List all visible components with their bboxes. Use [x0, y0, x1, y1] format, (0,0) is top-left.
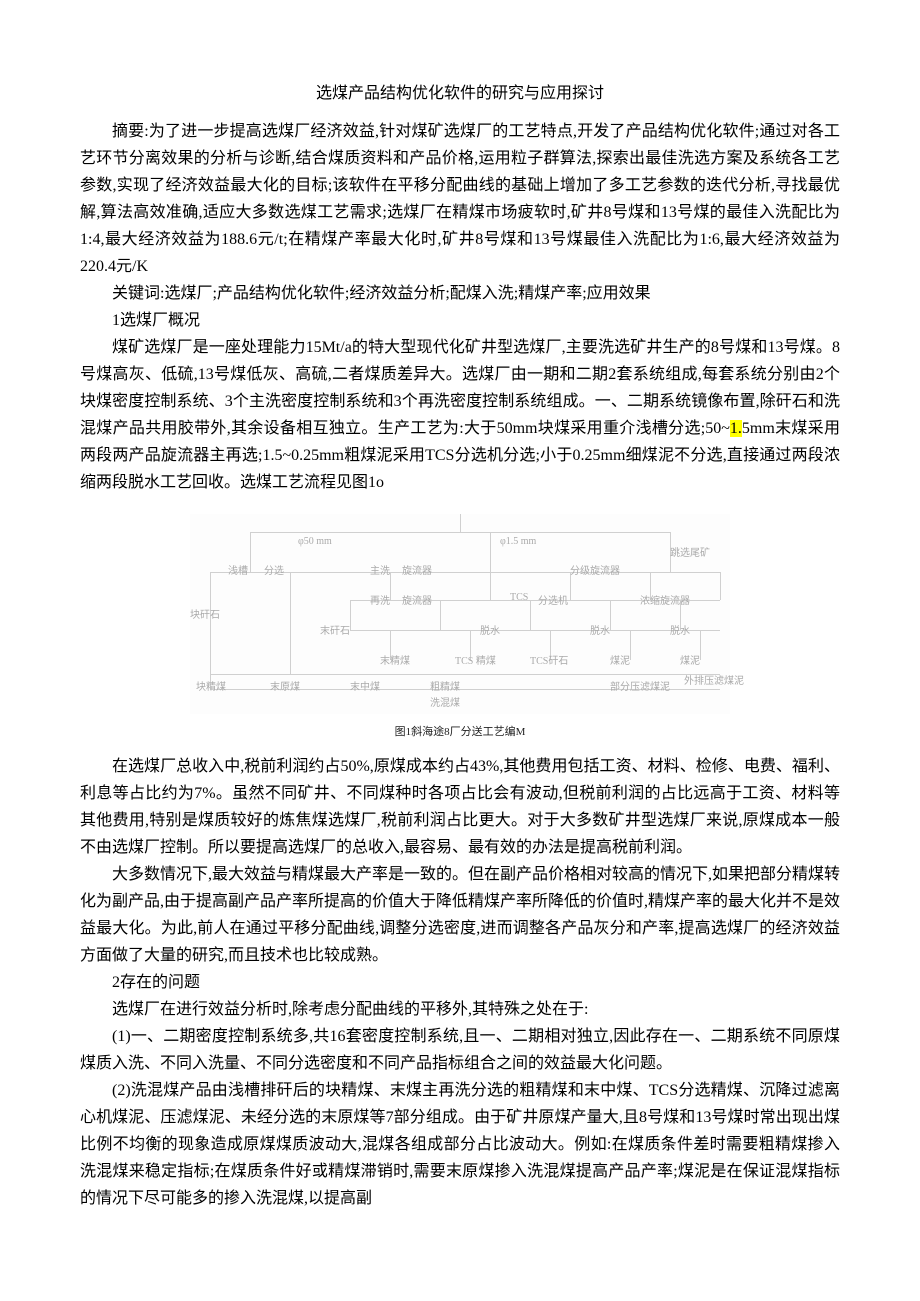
section-2-item-2: (2)洗混煤产品由浅槽排矸后的块精煤、末煤主再洗分选的粗精煤和末中煤、TCS分选…: [80, 1077, 840, 1212]
figure-label: TCS 精煤: [455, 652, 496, 667]
figure-label: 跳选尾矿: [670, 544, 710, 559]
figure-label: 煤泥: [680, 652, 700, 667]
figure-label: 旋流器: [402, 562, 432, 577]
figure-label: 浅槽: [228, 562, 248, 577]
figure-label: 脱水: [590, 622, 610, 637]
highlighted-text: 1.: [730, 420, 742, 437]
section-2-heading: 2存在的问题: [80, 969, 840, 996]
diagram-line: [350, 600, 351, 630]
figure-label: 分选: [264, 562, 284, 577]
process-flow-diagram: φ50 mm φ1.5 mm 跳选尾矿 浅槽 分选 主洗 旋流器 分级旋流器 块…: [190, 514, 730, 714]
figure-label: 煤泥: [610, 652, 630, 667]
keywords-paragraph: 关键词:选煤厂;产品结构优化软件;经济效益分析;配煤入洗;精煤产率;应用效果: [80, 280, 840, 307]
diagram-line: [610, 600, 611, 630]
document-title: 选煤产品结构优化软件的研究与应用探讨: [80, 80, 840, 108]
diagram-line: [350, 630, 720, 631]
document-page: 选煤产品结构优化软件的研究与应用探讨 摘要:为了进一步提高选煤厂经济效益,针对煤…: [0, 0, 920, 1252]
figure-label: 脱水: [480, 622, 500, 637]
diagram-line: [700, 630, 701, 660]
section-1-body-3: 大多数情况下,最大效益与精煤最大产率是一致的。但在副产品价格相对较高的情况下,如…: [80, 861, 840, 969]
figure-label: 末矸石: [320, 622, 350, 637]
diagram-line: [250, 532, 251, 572]
diagram-line: [440, 600, 441, 630]
diagram-line: [630, 630, 631, 660]
figure-label: 分级旋流器: [570, 562, 620, 577]
section-2-item-1: (1)一、二期密度控制系统多,共16套密度控制系统,且一、二期相对独立,因此存在…: [80, 1023, 840, 1077]
figure-label: 块精煤: [196, 678, 226, 693]
figure-label: 末精煤: [380, 652, 410, 667]
diagram-line: [720, 572, 721, 600]
abstract-paragraph: 摘要:为了进一步提高选煤厂经济效益,针对煤矿选煤厂的工艺特点,开发了产品结构优化…: [80, 118, 840, 280]
figure-label: 再洗: [370, 592, 390, 607]
figure-label: 块矸石: [190, 606, 220, 621]
figure-label: TCS矸石: [530, 652, 568, 667]
figure-label: 旋流器: [402, 592, 432, 607]
diagram-line: [210, 674, 720, 675]
diagram-line: [210, 572, 720, 573]
figure-label: φ1.5 mm: [500, 536, 536, 547]
section-1-body-1: 煤矿选煤厂是一座处理能力15Mt/a的特大型现代化矿井型选煤厂,主要洗选矿井生产…: [80, 334, 840, 496]
figure-label: 浓缩旋流器: [640, 592, 690, 607]
diagram-line: [290, 572, 291, 612]
figure-1-caption: 图1斜海途8厂分送工艺编M: [80, 723, 840, 739]
section-1-heading: 1选煤厂概况: [80, 307, 840, 334]
section-1-body-2: 在选煤厂总收入中,税前利润约占50%,原煤成本约占43%,其他费用包括工资、材料…: [80, 753, 840, 861]
section-2-intro: 选煤厂在进行效益分析时,除考虑分配曲线的平移外,其特殊之处在于:: [80, 996, 840, 1023]
figure-label: 粗精煤: [430, 678, 460, 693]
diagram-line: [290, 612, 291, 674]
figure-label: TCS: [510, 592, 528, 603]
text-segment-a: 煤矿选煤厂是一座处理能力15Mt/a的特大型现代化矿井型选煤厂,主要洗选矿井生产…: [80, 339, 840, 437]
figure-label: 洗混煤: [430, 694, 460, 709]
figure-label: 末中煤: [350, 678, 380, 693]
figure-label: 主洗: [370, 562, 390, 577]
figure-label: 分选机: [538, 592, 568, 607]
figure-label: 部分压滤煤泥: [610, 678, 670, 693]
diagram-line: [490, 532, 491, 572]
diagram-line: [460, 514, 461, 532]
diagram-line: [530, 600, 531, 630]
diagram-line: [490, 572, 491, 600]
diagram-line: [390, 572, 391, 600]
figure-label: 外排压滤煤泥: [684, 672, 744, 687]
figure-label: φ50 mm: [298, 536, 332, 547]
figure-label: 末原煤: [270, 678, 300, 693]
figure-1-container: φ50 mm φ1.5 mm 跳选尾矿 浅槽 分选 主洗 旋流器 分级旋流器 块…: [80, 514, 840, 739]
figure-label: 脱水: [670, 622, 690, 637]
diagram-line: [250, 532, 670, 533]
